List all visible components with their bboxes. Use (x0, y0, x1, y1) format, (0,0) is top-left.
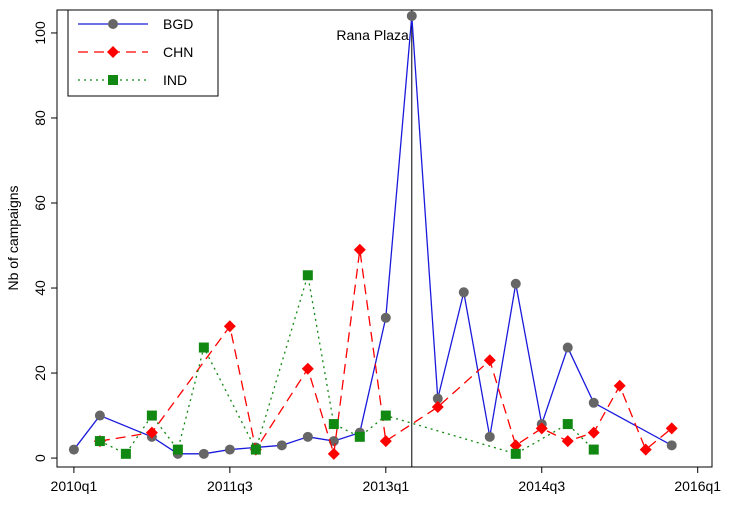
legend-label: IND (163, 72, 187, 88)
marker (68, 444, 79, 455)
x-tick-label: 2013q1 (362, 478, 409, 494)
x-tick-label: 2010q1 (51, 478, 98, 494)
marker (510, 448, 521, 459)
legend-marker (107, 46, 119, 58)
marker (562, 419, 573, 430)
y-tick-label: 60 (32, 195, 48, 211)
marker (94, 410, 105, 421)
marker (431, 401, 444, 414)
marker (380, 312, 391, 323)
marker (223, 320, 236, 333)
marker (484, 431, 495, 442)
x-tick-label: 2014q3 (518, 478, 565, 494)
marker (458, 287, 469, 298)
marker (666, 440, 677, 451)
marker (380, 410, 391, 421)
marker (120, 448, 131, 459)
plot-frame (56, 9, 713, 468)
y-tick-label: 80 (32, 110, 48, 126)
marker (276, 440, 287, 451)
y-tick-label: 0 (32, 454, 48, 462)
marker (587, 426, 600, 439)
marker (302, 270, 313, 281)
y-tick-label: 100 (32, 21, 48, 45)
marker (562, 342, 573, 353)
marker (613, 379, 626, 392)
marker (250, 444, 261, 455)
x-tick-label: 2016q1 (674, 478, 721, 494)
marker (172, 444, 183, 455)
y-tick-label: 40 (32, 280, 48, 296)
legend-marker (108, 19, 118, 29)
marker (665, 422, 678, 435)
marker (639, 443, 652, 456)
marker (353, 243, 366, 256)
marker (146, 410, 157, 421)
marker (509, 439, 522, 452)
legend-label: BGD (163, 16, 193, 32)
marker (302, 431, 313, 442)
x-tick-label: 2011q3 (207, 478, 253, 494)
marker (145, 426, 158, 439)
marker (224, 444, 235, 455)
marker (301, 362, 314, 375)
marker (327, 447, 340, 460)
marker (510, 278, 521, 289)
marker (406, 10, 417, 21)
marker (379, 435, 392, 448)
legend-box (67, 9, 219, 97)
marker (328, 419, 339, 430)
marker (588, 397, 599, 408)
legend-label: CHN (163, 44, 193, 60)
marker (198, 448, 209, 459)
marker (561, 435, 574, 448)
annotation-text: Rana Plaza (336, 27, 409, 43)
y-tick-label: 20 (32, 365, 48, 381)
marker (432, 393, 443, 404)
marker (94, 436, 105, 447)
legend-marker (108, 75, 118, 85)
marker (483, 354, 496, 367)
y-axis-label: Nb of campaigns (5, 185, 21, 290)
series-line (99, 249, 673, 455)
marker (535, 422, 548, 435)
marker (354, 431, 365, 442)
marker (588, 444, 599, 455)
marker (198, 342, 209, 353)
